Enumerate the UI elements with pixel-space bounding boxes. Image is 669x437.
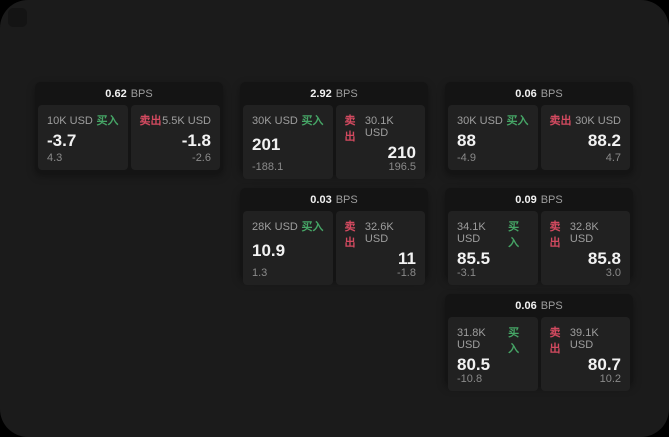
sell-price: -1.8 (181, 130, 211, 150)
sell-delta: 196.5 (388, 161, 416, 173)
buy-side-label: 买入 (506, 115, 529, 127)
sell-side-label: 卖出 (549, 327, 561, 355)
sell-side-label: 卖出 (549, 115, 572, 127)
bps-unit-label: BPS (335, 87, 358, 100)
sell-size: 30K USD (575, 115, 621, 127)
bps-header: 0.06 BPS (448, 82, 630, 105)
sell-tile[interactable]: 卖出 32.6K USD 11 -1.8 (335, 211, 425, 285)
sell-delta: 10.2 (599, 373, 621, 385)
quote-tiles: 30K USD 买入 201 -188.1 卖出 30.1K USD 210 1… (243, 105, 425, 179)
sell-price: 85.8 (587, 249, 621, 268)
sell-size: 5.5K USD (162, 115, 211, 127)
buy-side-label: 买入 (508, 327, 520, 355)
sell-delta: 3.0 (605, 267, 621, 279)
buy-size: 30K USD (457, 115, 503, 127)
buy-size: 28K USD (252, 221, 298, 233)
bps-header: 0.06 BPS (448, 294, 630, 317)
sell-side-label: 卖出 (344, 115, 356, 143)
sell-tile[interactable]: 卖出 32.8K USD 85.8 3.0 (540, 211, 630, 285)
buy-size: 30K USD (252, 115, 298, 127)
sell-side-label: 卖出 (139, 115, 162, 127)
quote-tiles: 34.1K USD 买入 85.5 -3.1 卖出 32.8K USD 85.8… (448, 211, 630, 285)
sell-tile[interactable]: 卖出 5.5K USD -1.8 -2.6 (130, 105, 220, 170)
buy-price: 88 (457, 130, 476, 150)
sell-tile[interactable]: 卖出 30.1K USD 210 196.5 (335, 105, 425, 179)
bps-unit-label: BPS (540, 193, 563, 206)
buy-delta: -4.9 (457, 152, 476, 164)
buy-price: 85.5 (457, 249, 491, 268)
bps-unit-label: BPS (130, 87, 153, 100)
sell-delta: 4.7 (605, 152, 621, 164)
buy-side-label: 买入 (96, 115, 119, 127)
buy-tile[interactable]: 10K USD 买入 -3.7 4.3 (38, 105, 128, 170)
quote-tiles: 10K USD 买入 -3.7 4.3 卖出 5.5K USD -1.8 -2.… (38, 105, 220, 170)
bps-value: 2.92 (310, 87, 332, 100)
bps-header: 0.09 BPS (448, 188, 630, 211)
sell-tile[interactable]: 卖出 30K USD 88.2 4.7 (540, 105, 630, 170)
buy-side-label: 买入 (301, 221, 324, 233)
buy-delta: 1.3 (252, 267, 268, 279)
buy-price: 80.5 (457, 355, 491, 374)
buy-tile[interactable]: 30K USD 买入 88 -4.9 (448, 105, 538, 170)
buy-delta: -188.1 (252, 161, 284, 173)
sell-size: 39.1K USD (569, 327, 599, 351)
bps-value: 0.06 (515, 299, 537, 312)
sell-price: 88.2 (587, 130, 621, 150)
bps-unit-label: BPS (540, 87, 563, 100)
quote-tiles: 30K USD 买入 88 -4.9 卖出 30K USD 88.2 4.7 (448, 105, 630, 170)
buy-size: 34.1K USD (457, 221, 486, 245)
bps-value: 0.03 (310, 193, 332, 206)
bps-value: 0.62 (105, 87, 127, 100)
quote-tiles: 31.8K USD 买入 80.5 -10.8 卖出 39.1K USD 80.… (448, 317, 630, 391)
sell-price: 11 (398, 249, 416, 268)
buy-price: 201 (252, 135, 281, 154)
sell-size: 32.6K USD (364, 221, 394, 245)
buy-tile[interactable]: 34.1K USD 买入 85.5 -3.1 (448, 211, 538, 285)
bps-unit-label: BPS (540, 299, 563, 312)
quote-card: 0.03 BPS 28K USD 买入 10.9 1.3 卖出 32.6K US… (240, 188, 428, 285)
buy-size: 31.8K USD (457, 327, 486, 351)
bps-header: 0.62 BPS (38, 82, 220, 105)
bps-unit-label: BPS (335, 193, 358, 206)
bps-header: 0.03 BPS (243, 188, 425, 211)
quote-card: 2.92 BPS 30K USD 买入 201 -188.1 卖出 30.1K … (240, 82, 428, 179)
buy-size: 10K USD (47, 115, 93, 127)
sell-delta: -2.6 (192, 152, 211, 164)
buy-price: -3.7 (47, 130, 77, 150)
buy-tile[interactable]: 30K USD 买入 201 -188.1 (243, 105, 333, 179)
buy-delta: -3.1 (457, 267, 476, 279)
sell-delta: -1.8 (397, 267, 416, 279)
bps-value: 0.06 (515, 87, 537, 100)
bps-value: 0.09 (515, 193, 537, 206)
quote-card: 0.09 BPS 34.1K USD 买入 85.5 -3.1 卖出 32.8K… (445, 188, 633, 285)
sell-side-label: 卖出 (549, 221, 561, 249)
buy-side-label: 买入 (508, 221, 520, 249)
quote-card: 0.62 BPS 10K USD 买入 -3.7 4.3 卖出 5.5K USD… (35, 82, 223, 173)
quote-tiles: 28K USD 买入 10.9 1.3 卖出 32.6K USD 11 -1.8 (243, 211, 425, 285)
app-icon (8, 8, 27, 27)
sell-price: 80.7 (587, 355, 621, 374)
sell-tile[interactable]: 卖出 39.1K USD 80.7 10.2 (540, 317, 630, 391)
buy-side-label: 买入 (301, 115, 324, 127)
sell-price: 210 (387, 143, 416, 162)
sell-size: 30.1K USD (364, 115, 394, 139)
buy-delta: 4.3 (47, 152, 63, 164)
quote-card: 0.06 BPS 31.8K USD 买入 80.5 -10.8 卖出 39.1… (445, 294, 633, 391)
bps-header: 2.92 BPS (243, 82, 425, 105)
buy-tile[interactable]: 31.8K USD 买入 80.5 -10.8 (448, 317, 538, 391)
quote-card: 0.06 BPS 30K USD 买入 88 -4.9 卖出 30K USD 8… (445, 82, 633, 173)
buy-tile[interactable]: 28K USD 买入 10.9 1.3 (243, 211, 333, 285)
sell-size: 32.8K USD (569, 221, 599, 245)
buy-price: 10.9 (252, 241, 286, 260)
buy-delta: -10.8 (457, 373, 483, 385)
sell-side-label: 卖出 (344, 221, 356, 249)
